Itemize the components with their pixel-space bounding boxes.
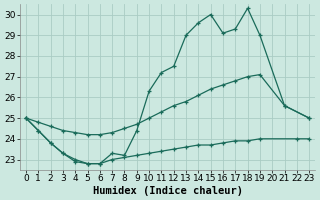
X-axis label: Humidex (Indice chaleur): Humidex (Indice chaleur) <box>92 186 243 196</box>
